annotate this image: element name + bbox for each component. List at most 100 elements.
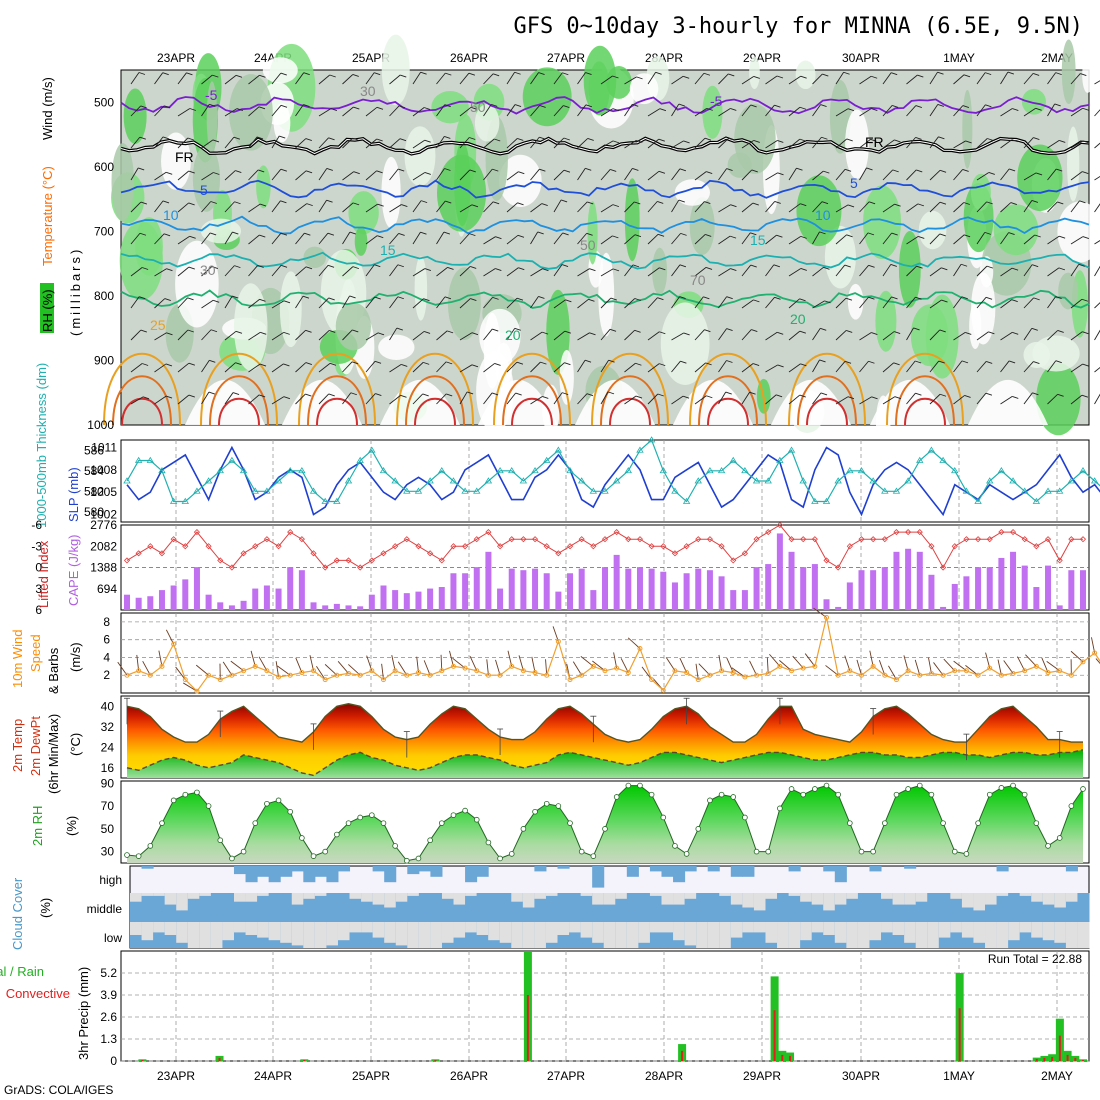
cloud-cell <box>707 893 720 922</box>
precip-convective-bar <box>1082 1059 1084 1061</box>
cloud-gap <box>892 922 905 935</box>
lifted-index-point <box>1056 557 1063 564</box>
wind-barb-flag <box>683 140 690 144</box>
cloud-gap <box>395 922 408 946</box>
wind-barb <box>553 199 562 213</box>
wind-barb <box>624 329 635 341</box>
wind-barb-flag <box>164 298 171 301</box>
wind-barb <box>389 327 398 341</box>
wind-barb <box>812 231 820 245</box>
wind-barb-flag <box>420 71 427 75</box>
wind-speed-point <box>1057 668 1063 674</box>
rh-cell <box>348 191 379 235</box>
wind-barb-flag <box>353 106 360 110</box>
cloud-gap <box>291 893 304 905</box>
wind-barb <box>553 362 565 373</box>
wind-barb <box>906 392 916 405</box>
wind10m-barb <box>175 666 186 680</box>
cloud-high-cell <box>418 866 431 872</box>
lifted-index-label: Lifted Index <box>36 540 51 608</box>
rh-point <box>1021 791 1028 798</box>
wind-barb <box>154 136 164 149</box>
wind-barb-flag <box>187 297 194 301</box>
cape-bar <box>765 564 772 610</box>
wind-barb <box>1094 265 1100 277</box>
wind10m-barb <box>195 664 209 676</box>
wind-barb <box>671 75 684 85</box>
wind-barb <box>412 231 421 245</box>
wind-barb-flag <box>538 72 545 75</box>
cloud-cell <box>881 893 894 922</box>
wind-barb <box>1023 361 1034 373</box>
thickness-point <box>636 446 644 453</box>
thickness-line <box>126 438 1100 503</box>
cape-bar <box>636 567 643 610</box>
cape-bar <box>392 590 399 610</box>
cloud-gap <box>985 893 998 905</box>
wind-barb-flag <box>326 199 333 203</box>
rh-cell <box>624 178 640 262</box>
wind-barb <box>530 231 539 245</box>
lifted-index-point <box>287 529 294 536</box>
wind-barb-flag <box>259 74 266 78</box>
wind-grid <box>121 613 1089 693</box>
cloud-gap <box>811 893 824 905</box>
wind-speed-point <box>497 672 503 678</box>
wind-barb <box>600 140 614 149</box>
rh-point <box>369 812 375 818</box>
wind-barb <box>365 203 378 213</box>
wind-speed-point <box>730 670 736 676</box>
cloud-gap <box>361 893 374 902</box>
cloud-cell <box>938 893 951 922</box>
wind-speed-point <box>427 672 433 678</box>
lifted-index-point <box>380 550 387 557</box>
contour-label: 25 <box>150 317 166 333</box>
wind-barb-flag <box>1082 140 1090 144</box>
thickness-point <box>333 497 341 504</box>
wind-barb <box>154 233 165 245</box>
wind-barb <box>859 75 872 85</box>
cloud-high-cell <box>268 866 281 883</box>
wind-barb <box>318 199 327 213</box>
wind-barb-flag <box>774 296 781 300</box>
wind-speed-point <box>1092 650 1098 656</box>
cloud-high-cell <box>314 866 327 877</box>
date-label-bottom: 1MAY <box>943 1069 975 1083</box>
thickness-point <box>962 487 971 494</box>
cloud-gap <box>834 922 847 943</box>
wind-barb <box>1070 331 1083 341</box>
rh-point <box>392 843 398 849</box>
thickness-point <box>263 487 271 494</box>
cloud-cell <box>222 893 235 922</box>
wind-barb <box>624 104 633 117</box>
wind-barb-flag <box>890 263 897 267</box>
wind-barb-flag <box>585 104 593 108</box>
rh-point <box>322 848 328 855</box>
wind-barb <box>835 361 846 373</box>
wind-barb <box>224 231 233 245</box>
cloud-gap <box>996 893 1009 896</box>
contour-label: 5 <box>200 182 208 198</box>
wind-barb-flag <box>1035 107 1042 111</box>
wind-barb <box>835 71 844 85</box>
wind-barb <box>412 107 425 117</box>
wind-barb <box>718 296 728 309</box>
wind-barb <box>483 297 493 309</box>
cloud-gap <box>753 893 766 911</box>
wind-barb-flag <box>1080 73 1087 76</box>
wind-barb <box>859 138 871 149</box>
wind-barb <box>365 361 376 373</box>
thickness-point <box>169 497 178 504</box>
wind-barb-flag <box>565 299 572 303</box>
cape-bar <box>963 576 970 610</box>
wind-barb-flag <box>844 168 852 172</box>
thickness-point <box>228 456 236 463</box>
wind-barb-flag <box>986 201 993 205</box>
wind-speed-point <box>998 672 1004 678</box>
cloud-high-cell <box>673 866 686 883</box>
cape-bar <box>788 551 795 610</box>
precip-convective-bar <box>789 1055 792 1061</box>
rh-point <box>1010 782 1016 789</box>
